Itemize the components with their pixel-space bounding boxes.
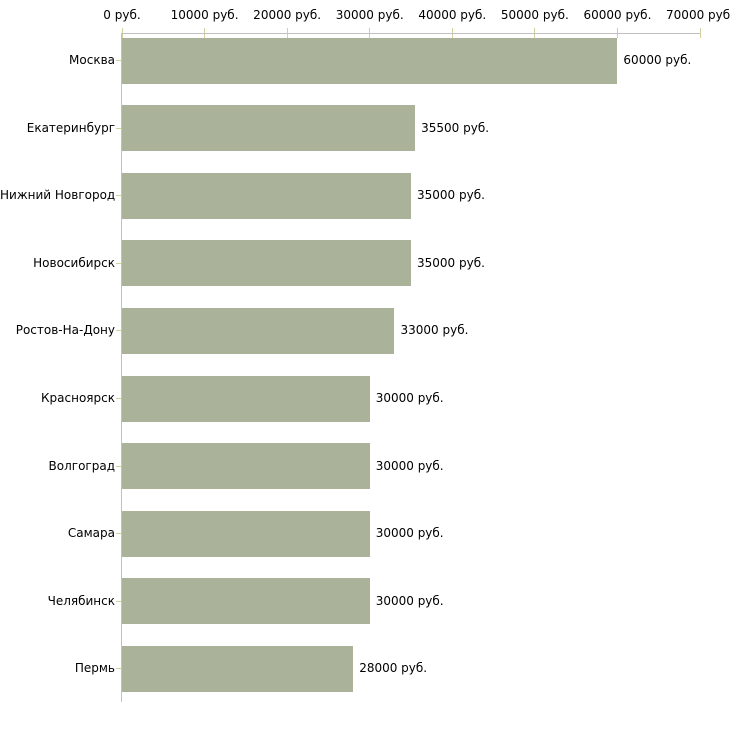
bar — [122, 105, 416, 152]
bar — [122, 307, 395, 354]
y-axis-tick — [116, 600, 121, 602]
bar — [122, 172, 411, 219]
category-label: Новосибирск — [33, 255, 115, 270]
x-axis-tick-label: 10000 руб. — [170, 8, 239, 22]
value-label: 35000 руб. — [417, 188, 485, 203]
y-axis-line — [121, 33, 122, 702]
x-axis-tick-label: 20000 руб. — [253, 8, 322, 22]
bar — [122, 240, 411, 287]
x-axis-tick-label: 60000 руб. — [583, 8, 652, 22]
x-axis-tick-label: 30000 руб. — [335, 8, 404, 22]
value-label: 28000 руб. — [359, 661, 428, 676]
bar — [122, 510, 370, 557]
category-label: Ростов-На-Дону — [15, 323, 115, 338]
y-axis-tick — [116, 127, 121, 129]
category-label: Самара — [67, 526, 115, 541]
bar — [122, 645, 354, 692]
y-axis-tick — [116, 668, 121, 670]
bar — [122, 443, 370, 490]
x-axis-tick-label: 40000 руб. — [418, 8, 487, 22]
value-label: 35500 руб. — [421, 120, 490, 135]
value-label: 35000 руб. — [417, 255, 485, 270]
y-axis-tick — [116, 465, 121, 467]
value-label: 60000 руб. — [623, 53, 692, 67]
category-label: Нижний Новгород — [0, 188, 116, 203]
bar — [122, 375, 370, 422]
y-axis-tick — [116, 262, 121, 264]
value-label: 30000 руб. — [375, 593, 444, 608]
value-label: 30000 руб. — [375, 526, 444, 541]
category-label: Пермь — [74, 661, 115, 676]
x-axis-tick-label: 70000 руб. — [666, 8, 730, 22]
y-axis-tick — [116, 195, 121, 197]
y-axis-tick — [116, 533, 121, 535]
value-label: 30000 руб. — [375, 458, 444, 473]
category-label: Красноярск — [41, 391, 115, 405]
category-label: Челябинск — [47, 593, 115, 608]
value-label: 33000 руб. — [400, 323, 469, 338]
y-axis-tick — [116, 330, 121, 332]
bar — [122, 578, 370, 625]
x-axis-tick — [699, 28, 701, 38]
value-label: 30000 руб. — [375, 391, 444, 405]
x-axis-tick-label: 0 руб. — [103, 8, 141, 22]
x-axis-tick-label: 50000 руб. — [500, 8, 569, 22]
bar — [122, 37, 618, 84]
category-label: Екатеринбург — [26, 120, 115, 135]
category-label: Волгоград — [48, 458, 115, 473]
y-axis-tick — [116, 60, 121, 61]
category-label: Москва — [69, 53, 115, 67]
x-axis-line — [121, 33, 700, 34]
y-axis-tick — [116, 398, 121, 399]
